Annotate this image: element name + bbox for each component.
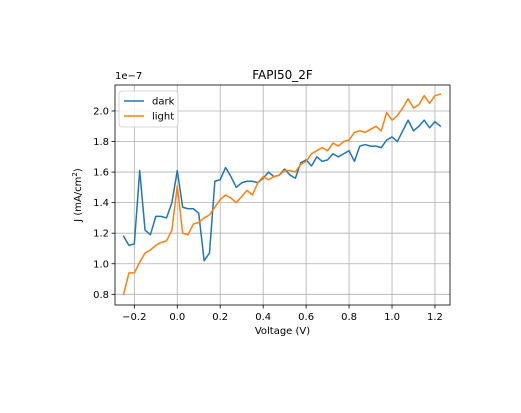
x-tick-label: 0.8 (341, 312, 357, 323)
x-tick-label: 0.6 (298, 312, 314, 323)
x-axis-label: Voltage (V) (255, 326, 310, 337)
y-tick-label: 2.0 (93, 106, 109, 117)
y-tick-label: 1.4 (93, 198, 109, 209)
x-tick-label: −0.2 (122, 312, 146, 323)
ticks-layer: −0.2 0.0 0.2 0.4 0.6 0.8 1.0 1.2 0.8 1.0 1.2 1.4 1.6… (93, 106, 443, 323)
y-tick-label: 1.0 (93, 259, 109, 270)
y-axis-label-superscript: 2 (71, 172, 79, 176)
y-tick-label: 0.8 (93, 290, 109, 301)
series-line-light (122, 93, 442, 296)
legend-label-dark: dark (152, 97, 175, 108)
legend: dark light (118, 90, 179, 128)
y-axis-label-main: J (mA/cm (73, 177, 84, 223)
legend-box (118, 90, 179, 128)
series-layer (122, 93, 442, 296)
y-axis-offset-text: 1e−7 (115, 71, 142, 82)
legend-label-light: light (152, 112, 174, 123)
chart-title: FAPI50_2F (252, 68, 313, 82)
y-tick-label: 1.6 (93, 168, 109, 179)
y-tick-label: 1.8 (93, 137, 109, 148)
x-tick-label: 0.0 (169, 312, 185, 323)
x-tick-label: 1.2 (427, 312, 443, 323)
x-tick-label: 0.2 (212, 312, 228, 323)
x-tick-label: 1.0 (384, 312, 400, 323)
y-axis-label: J (mA/cm2) (71, 168, 84, 223)
y-tick-label: 1.2 (93, 229, 109, 240)
axes-frame (114, 84, 451, 306)
x-tick-label: 0.4 (255, 312, 271, 323)
y-axis-label-end: ) (73, 168, 84, 172)
